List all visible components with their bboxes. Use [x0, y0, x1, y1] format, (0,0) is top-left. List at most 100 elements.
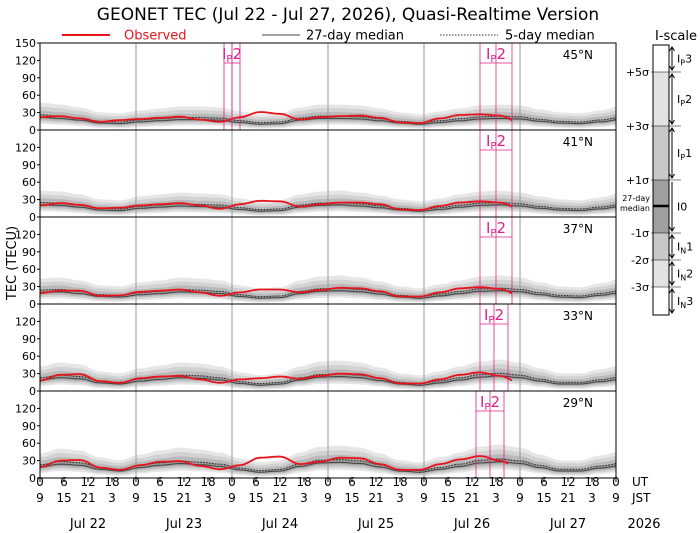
x-tick-label-ut: 0	[420, 475, 428, 489]
x-tick-label-jst: 9	[228, 491, 236, 505]
iscale-band-4	[653, 233, 669, 260]
year-label: 2026	[627, 517, 660, 532]
x-tick-label-ut: 18	[104, 475, 119, 489]
x-tick-label-ut: 6	[156, 475, 164, 489]
ut-label: UT	[632, 475, 649, 489]
x-tick-label-jst: 3	[108, 491, 116, 505]
x-tick-label-jst: 9	[36, 491, 44, 505]
x-tick-label-jst: 21	[272, 491, 287, 505]
x-tick-label-ut: 18	[296, 475, 311, 489]
ip-event-1: IP2	[479, 43, 513, 130]
iscale-level-label: I0	[677, 201, 687, 214]
iscale-band-6	[653, 287, 669, 315]
panel-2: IP2 37°N 0 30 60 90 120	[15, 216, 617, 311]
iscale-arrow-up	[669, 261, 675, 267]
ip-event-label: IP2	[484, 306, 504, 326]
x-tick-label-jst: 9	[612, 491, 620, 505]
y-tick-label: 60	[22, 89, 36, 102]
ip-event-label: IP2	[222, 45, 242, 65]
x-tick-label-ut: 12	[464, 475, 479, 489]
iscale-arrow-down	[669, 308, 675, 314]
iscale-sigma-label: +3σ	[626, 120, 649, 133]
y-tick-label: 30	[22, 281, 36, 294]
day-label: Jul 23	[165, 517, 202, 532]
iscale-median-label: 27-day median	[620, 194, 650, 213]
x-tick-label-ut: 6	[540, 475, 548, 489]
iscale-arrow-up	[669, 127, 675, 133]
ip-event-label: IP2	[486, 219, 506, 239]
x-tick-label-ut: 6	[252, 475, 260, 489]
iscale-arrow-down	[669, 65, 675, 71]
x-tick-label-jst: 15	[536, 491, 551, 505]
latitude-label: 41°N	[563, 135, 593, 149]
y-tick-label: 60	[22, 176, 36, 189]
day-label: Jul 27	[549, 517, 586, 532]
x-tick-label-jst: 3	[204, 491, 212, 505]
x-tick-label-ut: 12	[560, 475, 575, 489]
y-tick-label: 60	[22, 437, 36, 450]
x-tick-label-ut: 6	[348, 475, 356, 489]
legend-27day-label: 27-day median	[306, 29, 404, 44]
median5-line	[39, 201, 617, 211]
day-label: Jul 26	[453, 517, 490, 532]
iscale-band-2	[653, 126, 669, 180]
iscale-sigma-label: +5σ	[626, 66, 649, 79]
x-tick-label-ut: 18	[488, 475, 503, 489]
x-tick-label-jst: 21	[80, 491, 95, 505]
median27-line	[39, 375, 617, 386]
iscale-sigma-label: -1σ	[631, 227, 649, 240]
iscale-level-label: IP1	[677, 147, 692, 162]
panels: IP2 IP2 45°N 0 30 60 90 120 150 IP2 41°N 0 30 60 90 120…	[15, 37, 617, 485]
iscale-sigma-label: +1σ	[626, 174, 649, 187]
ip-event-0: IP2	[475, 391, 505, 478]
x-tick-label-ut: 6	[60, 475, 68, 489]
observed-line	[39, 111, 513, 124]
median27-line	[39, 461, 617, 473]
y-tick-label: 120	[15, 54, 36, 67]
x-tick-label-ut: 18	[200, 475, 215, 489]
y-tick-label: 120	[15, 141, 36, 154]
y-tick-label: 90	[22, 333, 36, 346]
y-tick-label: 60	[22, 350, 36, 363]
x-tick-label-jst: 21	[176, 491, 191, 505]
ip-event-0: IP2	[479, 217, 513, 304]
chart-title: GEONET TEC (Jul 22 - Jul 27, 2026), Quas…	[97, 5, 599, 25]
panel-0: IP2 IP2 45°N 0 30 60 90 120 150	[15, 37, 617, 137]
iscale-arrow-up	[669, 234, 675, 240]
panel-4: IP2 29°N 0 30 60 90 120	[15, 390, 617, 485]
y-tick-label: 30	[22, 368, 36, 381]
y-tick-label: 30	[22, 194, 36, 207]
x-tick-label-ut: 0	[516, 475, 524, 489]
legend-5day-label: 5-day median	[505, 29, 595, 44]
x-tick-label-jst: 15	[344, 491, 359, 505]
x-tick-label-ut: 12	[368, 475, 383, 489]
iscale-band-1	[653, 72, 669, 126]
x-tick-label-ut: 18	[392, 475, 407, 489]
latitude-label: 33°N	[563, 309, 593, 323]
y-tick-label: 150	[15, 37, 36, 50]
iscale-sigma-label: -3σ	[631, 281, 649, 294]
iscale-sigma-label: -2σ	[631, 254, 649, 267]
iscale-arrow-up	[669, 46, 675, 52]
ip-event-label: IP2	[486, 132, 506, 152]
y-tick-label: 60	[22, 263, 36, 276]
x-tick-label-jst: 3	[492, 491, 500, 505]
latitude-label: 29°N	[563, 396, 593, 410]
y-tick-label: 30	[22, 455, 36, 468]
observed-line	[39, 199, 513, 211]
jst-label: JST	[631, 491, 651, 505]
x-tick-label-jst: 15	[152, 491, 167, 505]
observed-line	[39, 371, 513, 385]
ip-event-label: IP2	[480, 393, 500, 413]
ip-event-0: IP2	[222, 43, 242, 130]
y-tick-label: 0	[29, 385, 36, 398]
y-tick-label: 120	[15, 315, 36, 328]
legend-observed-label: Observed	[124, 29, 187, 44]
x-tick-label-jst: 9	[132, 491, 140, 505]
iscale-arrow-down	[669, 280, 675, 286]
median27-line	[39, 290, 617, 299]
x-tick-label-jst: 3	[588, 491, 596, 505]
y-axis-label: TEC (TECU)	[5, 226, 20, 301]
y-tick-label: 120	[15, 228, 36, 241]
